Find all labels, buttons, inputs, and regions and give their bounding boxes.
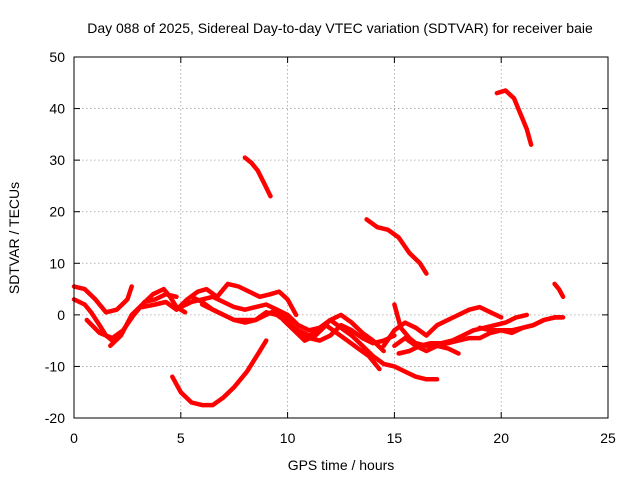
x-axis-label: GPS time / hours [288,457,395,473]
series-track-11 [381,304,504,349]
series-track-12 [396,312,530,356]
y-tick-label: 50 [49,49,65,65]
plot-frame [73,56,609,419]
series-track-1 [71,284,134,315]
series-track-13 [392,302,461,356]
y-tick-label: 20 [49,204,65,220]
series-track-8 [199,302,440,382]
x-tick-label: 10 [280,430,296,446]
axis-ticks: 0 5 10 15 20 25 -20 -10 0 10 20 30 40 50 [45,49,616,446]
x-tick-label: 5 [177,430,185,446]
series-track-15 [170,338,269,408]
data-series [71,88,566,408]
series-track-18 [494,88,534,147]
x-tick-label: 15 [387,430,403,446]
y-tick-label: 0 [57,307,65,323]
y-tick-label: -20 [45,410,65,426]
y-tick-label: 30 [49,152,65,168]
grid [74,57,608,418]
y-axis-label: SDTVAR / TECUs [6,182,22,294]
x-tick-label: 0 [70,430,78,446]
x-tick-label: 25 [600,430,616,446]
series-track-4 [108,286,188,349]
y-tick-label: 10 [49,255,65,271]
series-track-19 [552,281,566,300]
series-track-14 [477,315,566,336]
series-track-5 [140,281,299,318]
chart-title: Day 088 of 2025, Sidereal Day-to-day VTE… [87,20,593,36]
x-tick-label: 20 [493,430,509,446]
series-track-17 [364,217,429,276]
series-track-9 [281,317,382,372]
y-tick-label: 40 [49,101,65,117]
y-tick-label: -10 [45,358,65,374]
series-track-16 [242,155,273,199]
